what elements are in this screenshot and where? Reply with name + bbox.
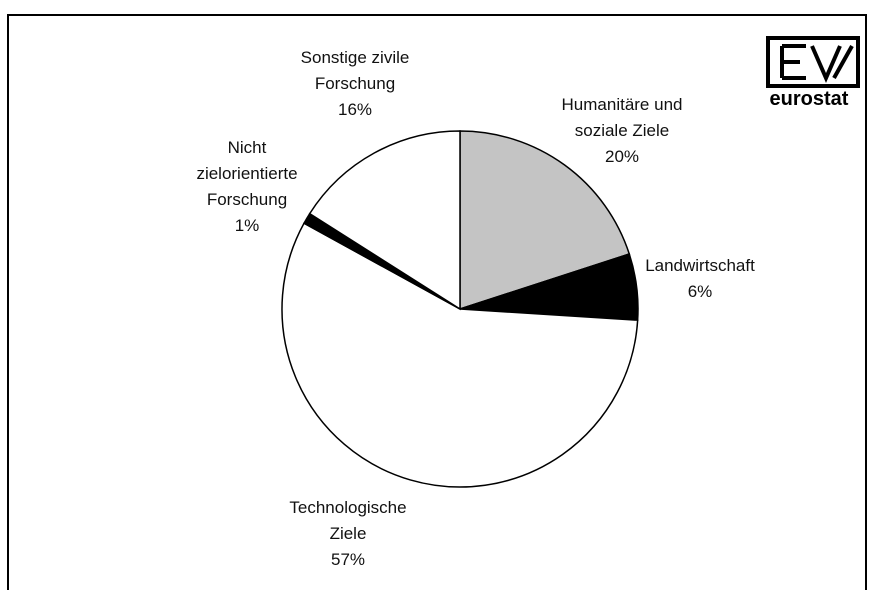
- frame: [7, 14, 867, 590]
- logo-mark: [766, 36, 860, 88]
- slice-label: Nicht zielorientierte Forschung 1%: [187, 135, 307, 239]
- value-label: 6%: [687, 282, 713, 301]
- category-label: Humanitäre und soziale Ziele: [561, 95, 683, 140]
- value-label: 57%: [330, 550, 366, 569]
- pie-slice: [308, 130, 461, 311]
- logo-text: eurostat: [769, 88, 849, 110]
- pie-slice: [281, 222, 639, 488]
- value-label: 20%: [604, 147, 640, 166]
- category-label: Technologische Ziele: [289, 498, 407, 543]
- category-label: Landwirtschaft: [645, 256, 755, 275]
- slice-label: Sonstige zivile Forschung 16%: [285, 45, 425, 123]
- pie-slice: [459, 130, 631, 311]
- slice-label: Landwirtschaft 6%: [630, 253, 770, 305]
- value-label: 1%: [234, 216, 260, 235]
- slice-label: Humanitäre und soziale Ziele 20%: [547, 92, 697, 170]
- category-label: Sonstige zivile Forschung: [300, 48, 410, 93]
- slice-label: Technologische Ziele 57%: [278, 495, 418, 573]
- category-label: Nicht zielorientierte Forschung: [196, 138, 298, 209]
- value-label: 16%: [337, 100, 373, 119]
- pie: [281, 130, 639, 488]
